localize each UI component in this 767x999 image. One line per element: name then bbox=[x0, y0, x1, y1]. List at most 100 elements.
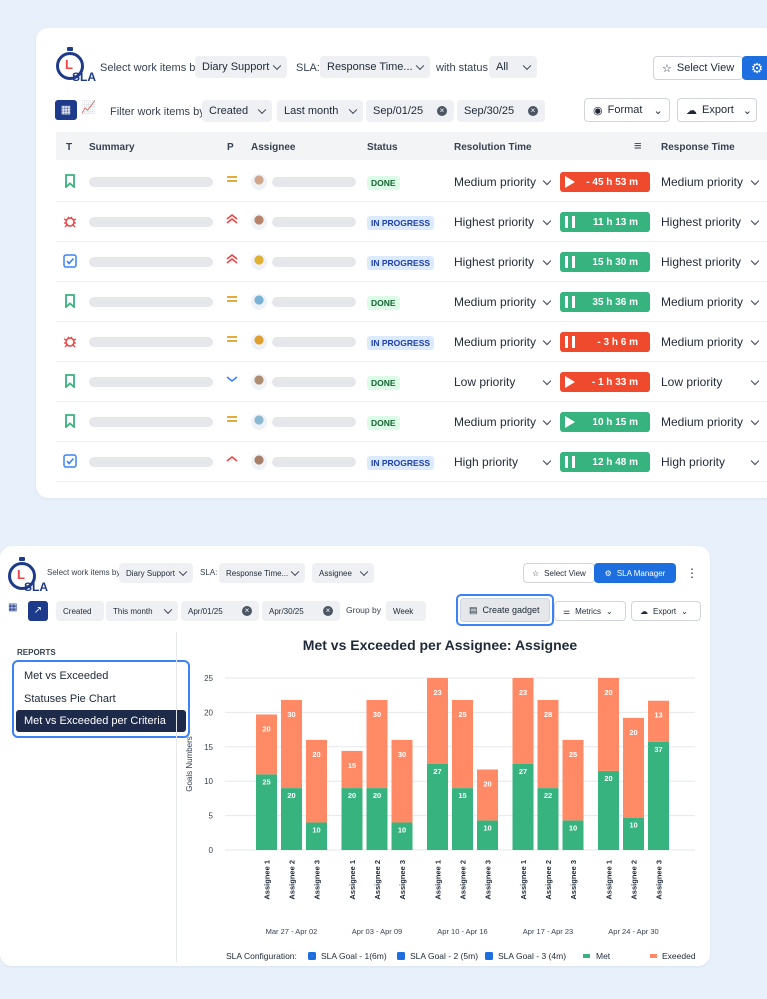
chevron-down-icon[interactable] bbox=[750, 416, 760, 426]
table-row[interactable]: DONE Medium priority - 45 h 53 m Medium pri… bbox=[56, 162, 767, 202]
group-by-select[interactable]: Week bbox=[386, 601, 426, 621]
table-row[interactable]: DONE Medium priority 10 h 15 m Medium prior… bbox=[56, 402, 767, 442]
response-priority-select[interactable]: Medium priority bbox=[661, 335, 744, 349]
response-priority-select[interactable]: High priority bbox=[661, 455, 726, 469]
chevron-down-icon[interactable] bbox=[750, 296, 760, 306]
work-items-select[interactable]: Diary Support bbox=[195, 56, 287, 78]
sla-timer: - 45 h 53 m bbox=[560, 172, 650, 192]
sla-manager-button[interactable]: ⚙ SLA Manager bbox=[594, 563, 676, 583]
bar-exceeded bbox=[562, 739, 584, 821]
resolution-priority-select[interactable]: Highest priority bbox=[454, 255, 535, 269]
response-priority-select[interactable]: Low priority bbox=[661, 375, 723, 389]
bar-met bbox=[537, 788, 559, 850]
date-from-field[interactable]: Apr/01/25 × bbox=[181, 601, 259, 621]
table-row[interactable]: IN PROGRESS High priority 12 h 48 m High pr… bbox=[56, 442, 767, 482]
avatar bbox=[251, 174, 267, 190]
col-resolution: Resolution Time bbox=[454, 142, 532, 153]
metrics-button[interactable]: ⚌ Metrics ⌄ bbox=[554, 601, 626, 621]
table-view-toggle[interactable]: ▦ bbox=[55, 100, 77, 120]
settings-button[interactable]: ⚙ bbox=[742, 56, 767, 80]
timer-value: - 3 h 6 m bbox=[597, 336, 638, 348]
resolution-priority-select[interactable]: Highest priority bbox=[454, 215, 535, 229]
response-priority-select[interactable]: Highest priority bbox=[661, 215, 742, 229]
table-row[interactable]: IN PROGRESS Highest priority 15 h 30 m High… bbox=[56, 242, 767, 282]
clear-icon[interactable]: × bbox=[528, 106, 538, 116]
response-priority-select[interactable]: Medium priority bbox=[661, 295, 744, 309]
chart-view-toggle[interactable]: ↗ bbox=[28, 601, 48, 621]
legend-swatch-met bbox=[583, 954, 590, 958]
status-badge: DONE bbox=[367, 376, 400, 390]
legend-check-label: SLA Goal - 3 (4m) bbox=[498, 951, 566, 961]
bar-exceeded bbox=[512, 678, 534, 764]
chevron-down-icon[interactable] bbox=[542, 216, 552, 226]
data-label-exceeded: 20 bbox=[629, 728, 637, 737]
filter-range-select[interactable]: This month bbox=[106, 601, 178, 621]
priority-medium-icon bbox=[225, 333, 239, 348]
export-button[interactable]: ☁ Export ⌄ bbox=[631, 601, 701, 621]
date-to-field[interactable]: Sep/30/25 × bbox=[457, 100, 545, 122]
chevron-down-icon[interactable] bbox=[542, 456, 552, 466]
data-label-exceeded: 30 bbox=[287, 710, 295, 719]
response-priority-select[interactable]: Medium priority bbox=[661, 415, 744, 429]
select-view-button[interactable]: ☆ Select View bbox=[523, 563, 595, 583]
date-from-field[interactable]: Sep/01/25 × bbox=[366, 100, 454, 122]
work-items-select[interactable]: Diary Support bbox=[119, 563, 193, 583]
table-row[interactable]: IN PROGRESS Medium priority - 3 h 6 m Mediu… bbox=[56, 322, 767, 362]
resolution-priority-select[interactable]: Medium priority bbox=[454, 295, 537, 309]
export-button[interactable]: ☁ Export ⌄ bbox=[677, 98, 757, 122]
create-gadget-button[interactable]: ▤ Create gadget bbox=[460, 598, 550, 622]
chart-view-toggle[interactable]: 📈 bbox=[81, 100, 101, 120]
chevron-down-icon[interactable] bbox=[542, 336, 552, 346]
chevron-down-icon[interactable] bbox=[542, 256, 552, 266]
filter-field-select[interactable]: Created bbox=[56, 601, 104, 621]
status-badge: DONE bbox=[367, 416, 400, 430]
chevron-down-icon[interactable] bbox=[542, 296, 552, 306]
table-row[interactable]: IN PROGRESS Highest priority 11 h 13 m High… bbox=[56, 202, 767, 242]
select-view-button[interactable]: ☆ Select View bbox=[653, 56, 744, 80]
filter-field-select[interactable]: Created bbox=[202, 100, 272, 122]
status-select[interactable]: All bbox=[489, 56, 537, 78]
resolution-priority-select[interactable]: Low priority bbox=[454, 375, 516, 389]
filter-range-select[interactable]: Last month bbox=[277, 100, 363, 122]
bar-met bbox=[623, 817, 644, 850]
chevron-down-icon[interactable] bbox=[750, 456, 760, 466]
response-priority-select[interactable]: Highest priority bbox=[661, 255, 742, 269]
bar-exceeded bbox=[477, 769, 498, 821]
clear-icon[interactable]: × bbox=[323, 606, 333, 616]
chevron-down-icon[interactable] bbox=[542, 176, 552, 186]
sla-select[interactable]: Response Time... bbox=[320, 56, 430, 78]
avatar bbox=[251, 214, 267, 230]
resolution-priority-select[interactable]: Medium priority bbox=[454, 335, 537, 349]
status-badge: DONE bbox=[367, 176, 400, 190]
clear-icon[interactable]: × bbox=[437, 106, 447, 116]
response-priority-select[interactable]: Medium priority bbox=[661, 175, 744, 189]
priority-low-icon bbox=[225, 373, 239, 388]
summary-placeholder bbox=[89, 297, 213, 307]
resolution-priority-select[interactable]: Medium priority bbox=[454, 415, 537, 429]
chevron-down-icon[interactable] bbox=[542, 416, 552, 426]
clear-icon[interactable]: × bbox=[242, 606, 252, 616]
date-to-field[interactable]: Apr/30/25 × bbox=[262, 601, 340, 621]
chevron-down-icon[interactable] bbox=[750, 336, 760, 346]
avatar bbox=[251, 294, 267, 310]
report-item-statuses-pie[interactable]: Statuses Pie Chart bbox=[24, 693, 116, 705]
group-select[interactable]: Assignee bbox=[312, 563, 374, 583]
resolution-priority-select[interactable]: Medium priority bbox=[454, 175, 537, 189]
filter-lines-icon[interactable]: ≡ bbox=[634, 138, 642, 153]
more-options-button[interactable]: ⋮ bbox=[683, 563, 701, 583]
chevron-down-icon[interactable] bbox=[542, 376, 552, 386]
report-item-met-vs-exceeded-criteria[interactable]: Met vs Exceeded per Criteria bbox=[16, 710, 186, 732]
sla-select[interactable]: Response Time... bbox=[219, 563, 305, 583]
x-tick-label: Assignee 2 bbox=[544, 860, 553, 900]
chevron-down-icon[interactable] bbox=[750, 376, 760, 386]
resolution-priority-select[interactable]: High priority bbox=[454, 455, 519, 469]
table-row[interactable]: DONE Medium priority 35 h 36 m Medium prior… bbox=[56, 282, 767, 322]
table-row[interactable]: DONE Low priority - 1 h 33 m Low priority bbox=[56, 362, 767, 402]
chevron-down-icon[interactable] bbox=[750, 176, 760, 186]
chevron-down-icon[interactable] bbox=[750, 216, 760, 226]
table-view-toggle[interactable]: ▦ bbox=[8, 602, 26, 620]
format-button[interactable]: ◉ Format ⌄ bbox=[584, 98, 670, 122]
chevron-down-icon[interactable] bbox=[750, 256, 760, 266]
trend-chart-icon: 📈 bbox=[81, 100, 96, 114]
report-item-met-vs-exceeded[interactable]: Met vs Exceeded bbox=[24, 670, 109, 682]
